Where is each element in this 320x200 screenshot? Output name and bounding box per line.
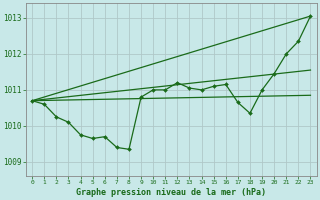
X-axis label: Graphe pression niveau de la mer (hPa): Graphe pression niveau de la mer (hPa): [76, 188, 266, 197]
